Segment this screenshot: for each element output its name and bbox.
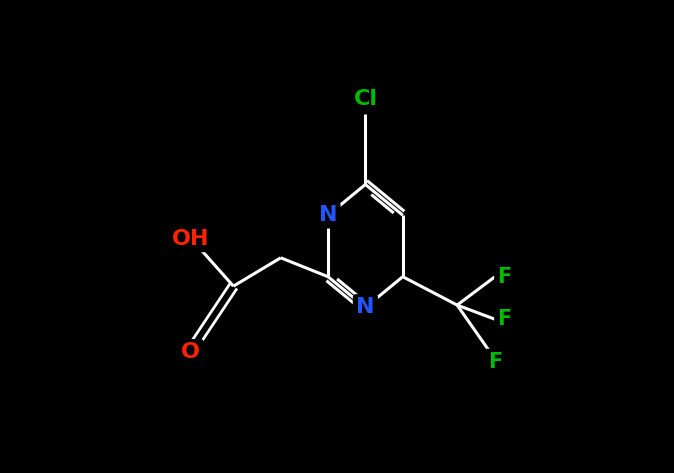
Text: F: F — [497, 267, 512, 287]
Text: Cl: Cl — [353, 89, 377, 109]
Text: N: N — [356, 298, 375, 317]
Text: OH: OH — [172, 229, 210, 249]
Text: F: F — [497, 309, 512, 329]
Text: F: F — [488, 352, 502, 372]
Text: O: O — [181, 342, 200, 362]
Text: N: N — [319, 205, 337, 225]
